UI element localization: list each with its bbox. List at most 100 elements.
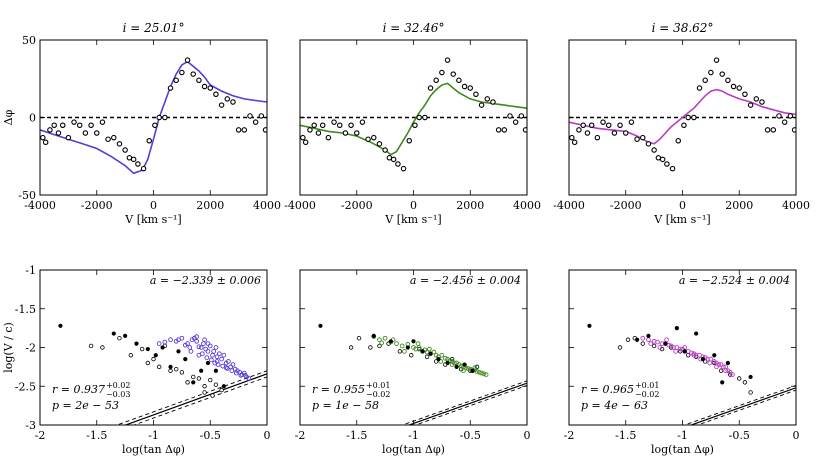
x-tick-label: 0 [793, 429, 800, 442]
open-point [356, 336, 362, 341]
data-point [416, 114, 422, 121]
x-tick-label: 2000 [456, 199, 484, 212]
data-point [696, 85, 703, 91]
data-point [501, 127, 508, 133]
filled-point [445, 360, 450, 366]
colored-point [438, 359, 444, 364]
data-point [594, 134, 601, 141]
correlation-lower-error: −0.03 [106, 390, 131, 399]
y-tick-label: -2.5 [15, 380, 36, 393]
data-point [336, 122, 343, 129]
model-curve [300, 82, 527, 156]
filled-point [371, 333, 376, 338]
correlation-annotation: r = 0.937 [52, 383, 105, 396]
colored-point [194, 334, 199, 339]
fit-lower-band [132, 376, 267, 425]
data-point [584, 130, 591, 136]
data-point [105, 136, 111, 142]
data-point [162, 114, 168, 121]
x-tick-label: -2 [295, 429, 306, 442]
colored-point [474, 369, 480, 374]
colored-point [214, 359, 220, 364]
data-point [518, 113, 525, 119]
data-point [353, 130, 360, 136]
colored-point [382, 335, 388, 341]
panel-bottom-middle: -2 -1.5 -1 -0.5 0 log(tan Δφ) a = −2.456 ± 0.0… [295, 269, 531, 456]
open-point [88, 343, 94, 349]
x-tick-label: 4000 [513, 199, 541, 212]
data-point [522, 127, 527, 133]
filled-point [682, 349, 687, 354]
colored-point [431, 349, 437, 355]
colored-point [476, 369, 482, 375]
open-point [213, 382, 219, 387]
open-point [651, 343, 657, 349]
colored-point [707, 360, 713, 366]
data-point [640, 134, 646, 141]
filled-point [694, 331, 699, 336]
data-point [400, 165, 407, 172]
data-point [235, 127, 242, 133]
data-point [759, 99, 765, 105]
colored-point [226, 359, 231, 364]
x-tick-label: -4000 [284, 199, 316, 212]
filled-point [725, 360, 731, 366]
data-point [742, 91, 748, 98]
data-point [47, 127, 53, 133]
data-point [571, 139, 578, 146]
data-point [167, 85, 174, 91]
colored-point [243, 373, 248, 378]
colored-point [439, 352, 445, 358]
fit-line [123, 373, 267, 425]
data-point [213, 91, 219, 98]
data-point [59, 122, 66, 129]
data-point [315, 130, 322, 136]
data-point [152, 122, 158, 129]
colored-point [666, 342, 672, 348]
colored-point [194, 338, 199, 344]
data-point [461, 83, 468, 90]
data-point [395, 161, 401, 167]
y-tick-label: -1.5 [15, 303, 36, 316]
data-point [427, 85, 434, 91]
data-point [507, 113, 513, 119]
data-point [776, 113, 782, 119]
filled-point [454, 364, 459, 369]
x-tick-label: -2000 [81, 199, 113, 212]
panel-bottom-right: -2 -1.5 -1 -0.5 0 log(tan Δφ) a = −2.524 ± 0.0… [564, 269, 800, 456]
filled-point [420, 349, 425, 354]
filled-point [123, 333, 128, 338]
open-point [196, 376, 202, 381]
open-point [424, 354, 430, 359]
plot-frame [39, 39, 268, 196]
data-point [71, 119, 77, 125]
data-point [140, 165, 147, 172]
colored-point [162, 339, 168, 345]
colored-point [458, 363, 464, 369]
data-point [241, 127, 248, 133]
colored-point [213, 345, 219, 350]
plot-frame [299, 39, 528, 196]
colored-point [730, 372, 735, 377]
data-point [439, 69, 445, 76]
filled-point [388, 339, 393, 344]
data-point [787, 113, 794, 119]
data-point [433, 77, 439, 84]
colored-point [379, 340, 385, 346]
panel-top-left: -4000 -2000 0 2000 4000 -50 0 50 V [km s⁻¹] Δφ i =… [2, 21, 281, 226]
data-point [325, 134, 332, 141]
open-point [640, 341, 645, 346]
y-tick-label: -2 [25, 342, 36, 355]
open-point [718, 368, 724, 373]
data-point [444, 57, 451, 63]
data-point [122, 147, 128, 153]
correlation-lower-error: −0.02 [366, 390, 391, 399]
filled-point [191, 380, 196, 385]
correlation-annotation: r = 0.955 [312, 383, 365, 396]
colored-point [427, 346, 432, 352]
data-point [359, 119, 366, 125]
filled-point [462, 362, 467, 367]
panel-bottom-left: -2 -1.5 -1 -0.5 0 -1 -1.5 -2 -2.5 -3 log(tan Δφ) lo… [2, 264, 271, 456]
colored-point [377, 337, 382, 343]
filled-point [183, 357, 188, 362]
